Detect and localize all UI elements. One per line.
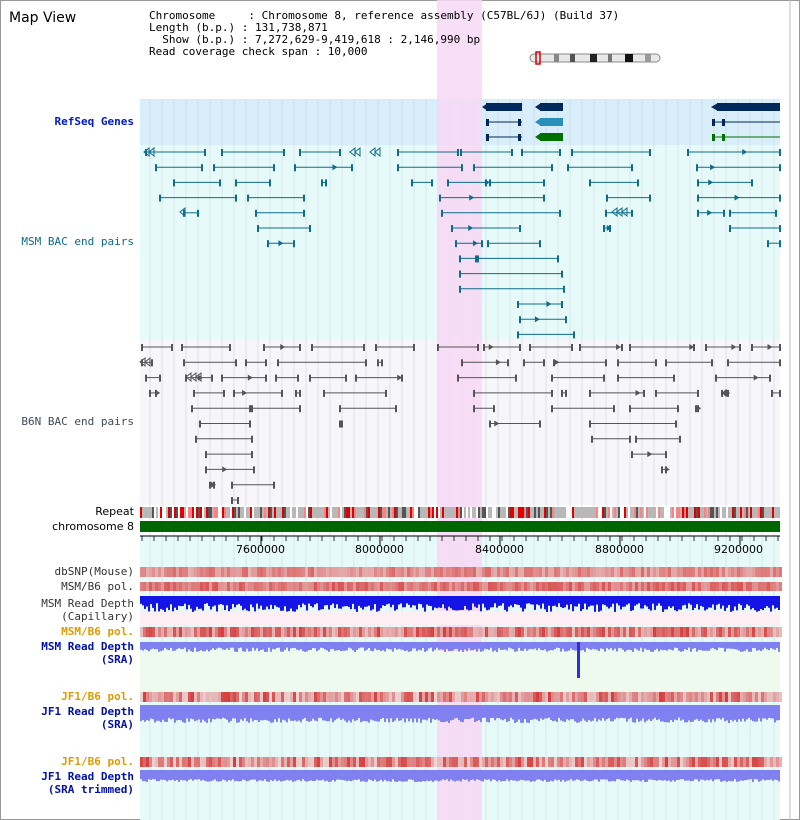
refseq-genes[interactable] bbox=[482, 103, 780, 141]
track-label-chromosome[interactable]: chromosome 8 bbox=[52, 520, 134, 533]
position-axis bbox=[140, 535, 780, 545]
gene-block bbox=[486, 103, 522, 111]
track-label-msm-b6-pol-1[interactable]: MSM/B6 pol. bbox=[61, 580, 134, 593]
track-label-msm-b6-pol-2[interactable]: MSM/B6 pol. bbox=[61, 625, 134, 638]
info-span: Read coverage check span : 10,000 bbox=[149, 45, 368, 58]
b6n-bac-pairs[interactable] bbox=[139, 344, 781, 504]
info-length: Length (b.p.) : 131,738,871 bbox=[149, 21, 328, 34]
track-label-jf1-b6-pol-1[interactable]: JF1/B6 pol. bbox=[61, 690, 134, 703]
ideogram-position-marker bbox=[535, 51, 541, 65]
page-title: Map View bbox=[9, 10, 77, 26]
chromosome-bar[interactable] bbox=[140, 521, 780, 532]
gene-block bbox=[717, 103, 780, 111]
msm-bac-pairs[interactable] bbox=[143, 146, 781, 339]
axis-tick-label: 7600000 bbox=[236, 543, 285, 556]
track-label-jf1-depth-trim-sub: (SRA trimmed) bbox=[47, 783, 134, 796]
track-label-msm-depth-cap-sub: (Capillary) bbox=[61, 610, 134, 623]
track-label-msm-depth-sra-sub: (SRA) bbox=[100, 653, 134, 666]
gene-block bbox=[540, 103, 563, 111]
axis-tick-label: 8800000 bbox=[595, 543, 644, 556]
read-depth-tracks[interactable] bbox=[140, 596, 780, 782]
track-label-msm-depth-sra[interactable]: MSM Read Depth bbox=[41, 640, 134, 653]
track-label-b6n-bac[interactable]: B6N BAC end pairs bbox=[21, 415, 134, 428]
info-chromosome: Chromosome : Chromosome 8, reference ass… bbox=[149, 9, 620, 22]
track-label-msm-depth-cap[interactable]: MSM Read Depth bbox=[41, 597, 134, 610]
track-label-repeat[interactable]: Repeat bbox=[95, 505, 134, 518]
track-label-msm-bac[interactable]: MSM BAC end pairs bbox=[21, 235, 134, 248]
track-label-jf1-depth-sra-sub: (SRA) bbox=[100, 718, 134, 731]
chromosome-info: Chromosome : Chromosome 8, reference ass… bbox=[149, 10, 619, 58]
track-label-jf1-depth-trim[interactable]: JF1 Read Depth bbox=[41, 770, 134, 783]
track-label-dbsnp[interactable]: dbSNP(Mouse) bbox=[54, 565, 134, 578]
axis-tick-label: 8000000 bbox=[355, 543, 404, 556]
axis-tick-label: 8400000 bbox=[475, 543, 524, 556]
track-label-jf1-b6-pol-2[interactable]: JF1/B6 pol. bbox=[61, 755, 134, 768]
axis-tick-label: 9200000 bbox=[714, 543, 763, 556]
track-label-jf1-depth-sra[interactable]: JF1 Read Depth bbox=[41, 705, 134, 718]
polymorphism-tracks[interactable] bbox=[140, 567, 782, 767]
repeat-track[interactable] bbox=[140, 507, 780, 518]
info-show: Show (b.p.) : 7,272,629-9,419,618 : 2,14… bbox=[149, 33, 481, 46]
chromosome-ideogram[interactable] bbox=[529, 51, 661, 65]
track-label-refseq[interactable]: RefSeq Genes bbox=[54, 115, 134, 128]
